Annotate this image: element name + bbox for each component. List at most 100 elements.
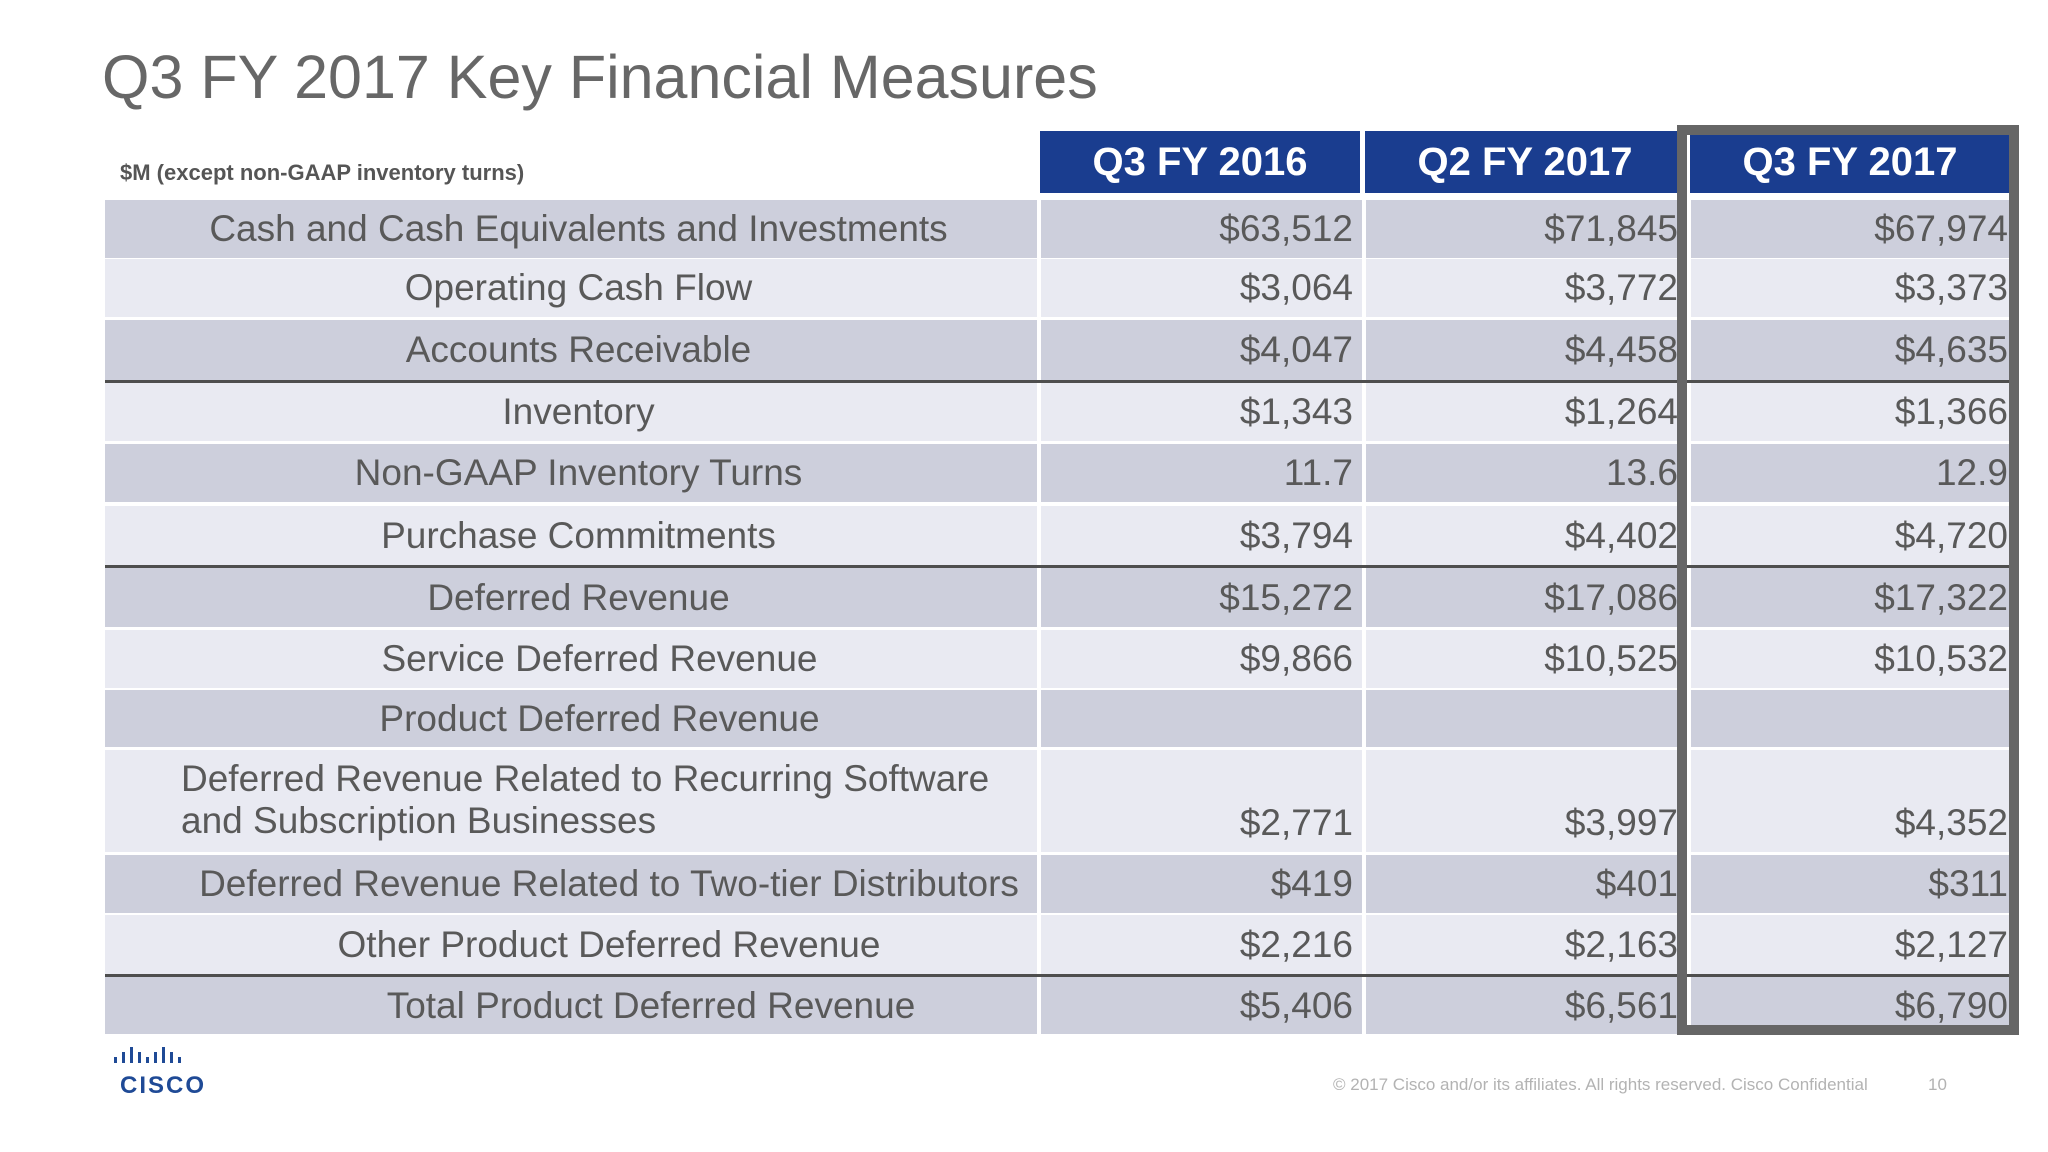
row-value: 11.7 xyxy=(1283,452,1353,493)
row-value xyxy=(1690,690,2020,747)
row-value xyxy=(1365,690,1690,747)
column-separator xyxy=(1362,568,1366,627)
row-value: $3,373 xyxy=(1894,267,2008,308)
column-separator xyxy=(1687,750,1691,852)
row-label-text: Deferred Revenue Related to Recurring So… xyxy=(181,758,990,799)
column-separator xyxy=(1687,630,1691,688)
row-label-text: Service Deferred Revenue xyxy=(381,638,818,679)
row-value: $67,974 xyxy=(1874,208,2008,249)
column-separator xyxy=(1362,855,1366,913)
copyright-footer: © 2017 Cisco and/or its affiliates. All … xyxy=(1333,1075,1868,1094)
table-row: Cash and Cash Equivalents and Investment… xyxy=(105,200,2015,258)
row-value: $63,512 xyxy=(1219,208,1353,249)
column-separator xyxy=(1687,690,1691,747)
column-separator xyxy=(1362,259,1366,317)
row-label-text: Purchase Commitments xyxy=(381,514,776,556)
column-separator xyxy=(1687,200,1691,258)
table-row: Accounts Receivable $4,047 $4,458 $4,635 xyxy=(105,320,2015,380)
section-divider xyxy=(105,974,2015,977)
column-separator xyxy=(1037,855,1041,913)
row-label: Other Product Deferred Revenue xyxy=(105,915,1037,974)
column-separator xyxy=(1037,630,1041,688)
table-row: Deferred Revenue $15,272 $17,086 $17,322 xyxy=(105,568,2015,627)
row-label: Product Deferred Revenue xyxy=(105,690,1037,747)
row-value: 12.9 xyxy=(1935,452,2008,493)
column-separator xyxy=(1037,915,1041,974)
row-value: $1,343 xyxy=(1239,391,1353,432)
table-row: Total Product Deferred Revenue $5,406 $6,5… xyxy=(105,977,2015,1034)
row-value: $10,525 xyxy=(1544,638,1678,679)
table-row: Non-GAAP Inventory Turns 11.7 13.6 12.9 xyxy=(105,444,2015,502)
page-number: 10 xyxy=(1928,1075,1947,1094)
column-separator xyxy=(1687,568,1691,627)
section-divider xyxy=(105,565,2015,568)
column-header-q3-fy2017: Q3 FY 2017 xyxy=(1690,131,2010,193)
table-row: Service Deferred Revenue $9,866 $10,525 $10… xyxy=(105,630,2015,688)
row-value: $3,997 xyxy=(1564,802,1678,843)
row-value: $2,216 xyxy=(1239,923,1353,965)
row-label: Inventory xyxy=(105,383,1037,441)
row-value: $3,064 xyxy=(1239,267,1353,308)
table-row: Deferred Revenue Related to Recurring So… xyxy=(105,750,2015,852)
column-header-q3-fy2016: Q3 FY 2016 xyxy=(1040,131,1360,193)
row-label-text: Deferred Revenue xyxy=(427,576,730,618)
row-value: $4,352 xyxy=(1894,802,2008,843)
row-value: $3,772 xyxy=(1564,267,1678,308)
column-separator xyxy=(1037,568,1041,627)
row-label-text-line2: and Subscription Businesses xyxy=(181,800,657,841)
row-value: $10,532 xyxy=(1874,638,2008,679)
row-value: $5,406 xyxy=(1239,984,1353,1026)
row-label-text: Operating Cash Flow xyxy=(404,267,753,308)
row-value: $6,561 xyxy=(1564,984,1678,1026)
row-label: Non-GAAP Inventory Turns xyxy=(105,444,1037,502)
row-label: Cash and Cash Equivalents and Investment… xyxy=(105,200,1037,258)
table-row: Other Product Deferred Revenue $2,216 $2,1… xyxy=(105,915,2015,974)
row-value: $4,458 xyxy=(1564,329,1678,370)
row-value: $2,163 xyxy=(1564,923,1678,965)
row-value: $3,794 xyxy=(1239,514,1353,556)
column-separator xyxy=(1362,915,1366,974)
row-label-text: Accounts Receivable xyxy=(405,329,752,370)
column-separator xyxy=(1362,200,1366,258)
column-separator xyxy=(1362,383,1366,441)
row-label-text: Total Product Deferred Revenue xyxy=(386,984,916,1026)
column-separator xyxy=(1687,506,1691,565)
row-value: $401 xyxy=(1595,863,1678,904)
column-separator xyxy=(1362,630,1366,688)
column-separator xyxy=(1037,259,1041,317)
page-title: Q3 FY 2017 Key Financial Measures xyxy=(102,43,1098,111)
column-separator xyxy=(1687,855,1691,913)
row-label-text: Inventory xyxy=(502,391,655,432)
column-separator xyxy=(1687,320,1691,380)
row-label: Accounts Receivable xyxy=(105,320,1037,380)
table-row: Purchase Commitments $3,794 $4,402 $4,720 xyxy=(105,506,2015,565)
column-separator xyxy=(1037,320,1041,380)
units-note: $M (except non-GAAP inventory turns) xyxy=(120,160,525,185)
table-row: Deferred Revenue Related to Two-tier Dis… xyxy=(105,855,2015,913)
row-label: Deferred Revenue Related to Two-tier Dis… xyxy=(105,855,1037,913)
row-label-text: Non-GAAP Inventory Turns xyxy=(354,452,803,493)
column-separator xyxy=(1362,750,1366,852)
table-row: Inventory $1,343 $1,264 $1,366 xyxy=(105,383,2015,441)
table-row: Product Deferred Revenue xyxy=(105,690,2015,747)
row-label: Service Deferred Revenue xyxy=(105,630,1037,688)
column-separator xyxy=(1687,383,1691,441)
row-label-text: Deferred Revenue Related to Two-tier Dis… xyxy=(199,863,1019,904)
column-separator xyxy=(1362,690,1366,747)
row-value: $4,047 xyxy=(1239,329,1353,370)
row-value: $419 xyxy=(1270,863,1353,904)
row-value: $17,086 xyxy=(1544,576,1678,618)
cisco-wordmark: CISCO xyxy=(120,1072,207,1099)
row-value: 13.6 xyxy=(1605,452,1678,493)
row-value: $311 xyxy=(1928,863,2008,904)
row-label: Purchase Commitments xyxy=(105,506,1037,565)
row-value: $1,264 xyxy=(1564,391,1678,432)
row-value: $6,790 xyxy=(1894,984,2008,1026)
row-value: $2,127 xyxy=(1894,923,2008,965)
column-separator xyxy=(1037,200,1041,258)
column-separator xyxy=(1362,320,1366,380)
row-value: $71,845 xyxy=(1544,208,1678,249)
row-label-text: Other Product Deferred Revenue xyxy=(337,923,881,965)
row-label: Total Product Deferred Revenue xyxy=(105,977,1037,1034)
